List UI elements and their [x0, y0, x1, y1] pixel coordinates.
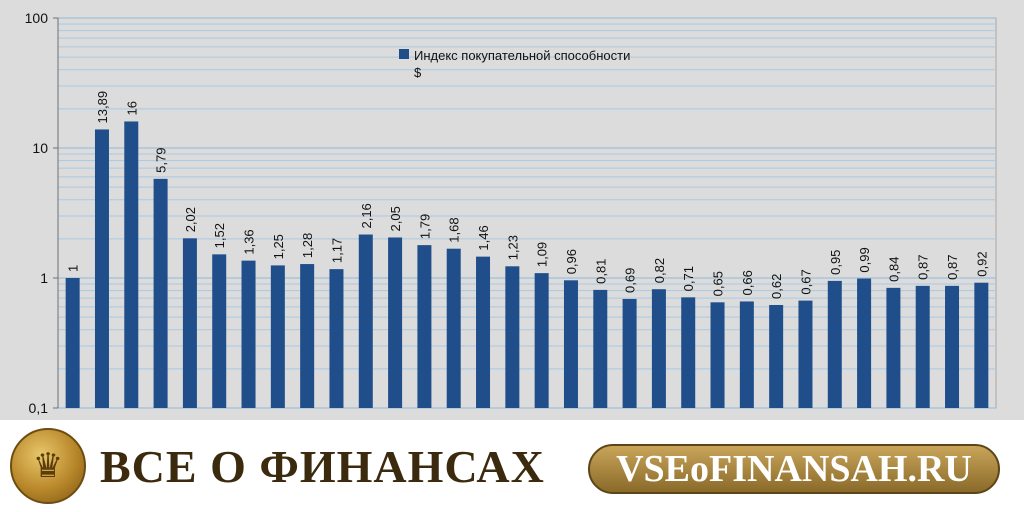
data-label: 1,36: [242, 229, 257, 254]
bar: [651, 289, 666, 408]
x-tick-label: 2008: [615, 418, 644, 420]
data-label: 1,09: [535, 242, 550, 267]
legend-swatch: [399, 49, 409, 59]
bar: [417, 245, 432, 408]
bar: [974, 282, 989, 408]
bar: [476, 256, 491, 408]
data-label: 5,79: [154, 148, 169, 173]
x-tick-label: 2004: [498, 418, 527, 420]
data-label: 0,84: [886, 257, 901, 282]
data-label: 13,89: [95, 91, 110, 124]
data-label: 0,96: [564, 249, 579, 274]
data-label: 1,23: [505, 235, 520, 260]
bar: [446, 248, 461, 408]
bar: [124, 121, 139, 408]
bar: [739, 301, 754, 408]
x-tick-label: 2010: [674, 418, 703, 420]
brand-url-badge: VSEoFINANSAH.RU: [588, 444, 1000, 494]
x-tick-label: 2012: [732, 418, 761, 420]
x-tick-label: 2020: [967, 418, 996, 420]
bar: [798, 300, 813, 408]
data-label: 1,17: [329, 238, 344, 263]
data-label: 1,28: [300, 233, 315, 258]
brand-name: ВСЕ О ФИНАНСАХ: [100, 441, 545, 492]
data-label: 0,82: [652, 258, 667, 283]
data-label: 0,62: [769, 274, 784, 299]
data-label: 1,25: [271, 234, 286, 259]
bar: [622, 298, 637, 408]
x-tick-label: 2014: [791, 418, 820, 420]
data-label: 1,68: [447, 217, 462, 242]
bar: [212, 254, 227, 408]
data-label: 0,65: [711, 271, 726, 296]
brand-url: VSEoFINANSAH.RU: [616, 448, 972, 490]
bar: [358, 234, 373, 408]
data-label: 2,05: [388, 206, 403, 231]
x-tick-label: 2016: [850, 418, 879, 420]
x-tick-label: 2000: [381, 418, 410, 420]
x-tick-label: 2006: [557, 418, 586, 420]
x-tick-label: 1992: [146, 418, 175, 420]
bar: [915, 285, 930, 408]
data-label: 16: [124, 101, 139, 115]
data-label: 1,46: [476, 225, 491, 250]
bar: [563, 280, 578, 408]
bar: [827, 280, 842, 408]
x-tick-label: 2002: [439, 418, 468, 420]
legend-label: Индекс покупательной способности $: [414, 48, 630, 80]
data-label: 1,52: [212, 223, 227, 248]
bar: [388, 237, 403, 408]
data-label: 0,67: [798, 269, 813, 294]
y-tick-label: 0,1: [29, 400, 49, 416]
data-label: 0,69: [623, 268, 638, 293]
data-label: 2,02: [183, 207, 198, 232]
x-tick-label: 2018: [908, 418, 937, 420]
x-tick-label: 1998*: [319, 418, 353, 420]
bar: [769, 304, 784, 408]
data-label: 0,99: [857, 247, 872, 272]
plot-area: [57, 17, 997, 409]
chart-area: 0,1 1 10 100 1 13,89 16 5,79 2,02 1,52 1,36 1,25 1,2…: [0, 0, 1024, 420]
x-tick-label: 1996: [263, 418, 292, 420]
bar: [300, 264, 315, 408]
bar: [534, 273, 549, 408]
bar: [886, 287, 901, 408]
bar: [270, 265, 285, 408]
data-label: 0,71: [681, 266, 696, 291]
bar: [153, 178, 168, 408]
data-label: 2,16: [359, 203, 374, 228]
bar: [182, 238, 197, 408]
bar: [65, 278, 80, 408]
bar: [681, 297, 696, 408]
y-tick-label: 1: [40, 270, 48, 286]
data-label: 0,87: [945, 255, 960, 280]
data-label: 1,79: [417, 214, 432, 239]
brand-watermark-bar: ♛ ВСЕ О ФИНАНСАХ VSEoFINANSAH.RU: [0, 420, 1024, 512]
bar: [710, 302, 725, 408]
coat-of-arms-icon: ♛: [10, 428, 86, 504]
data-label: 0,81: [593, 259, 608, 284]
data-label: 0,87: [916, 255, 931, 280]
y-tick-label: 100: [25, 10, 49, 26]
bar: [94, 129, 109, 408]
bar: [945, 285, 960, 408]
data-label: 0,95: [828, 250, 843, 275]
bar: [593, 289, 608, 408]
bar-chart: 0,1 1 10 100 1 13,89 16 5,79 2,02 1,52 1,36 1,25 1,2…: [25, 10, 997, 420]
x-tick-label: 1990: [88, 418, 117, 420]
bar: [329, 269, 344, 408]
data-label: 0,92: [974, 251, 989, 276]
x-tick-label: 1994: [205, 418, 234, 420]
data-label: 0,66: [740, 270, 755, 295]
bar: [241, 260, 256, 408]
bar: [857, 278, 872, 408]
bar: [505, 266, 520, 408]
y-tick-label: 10: [32, 140, 48, 156]
data-label: 1: [66, 265, 81, 272]
